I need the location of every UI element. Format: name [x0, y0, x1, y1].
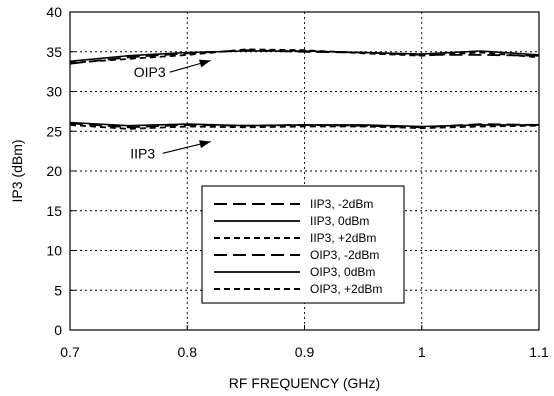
- y-tick-label: 0: [54, 322, 62, 338]
- y-axis-label: IP3 (dBm): [9, 139, 25, 202]
- legend-label-0: IIP3, -2dBm: [310, 197, 373, 211]
- series-line-2: [69, 124, 540, 130]
- series-line-5: [69, 48, 540, 64]
- legend: IIP3, -2dBm IIP3, 0dBm IIP3, +2dBm OIP3, -2…: [201, 185, 405, 304]
- x-tick-label: 0.8: [178, 344, 198, 360]
- x-tick-label: 1.1: [529, 344, 549, 360]
- y-tick-label: 15: [46, 203, 62, 219]
- x-tick-label: 1: [418, 344, 426, 360]
- series-line-1: [69, 121, 539, 128]
- x-axis-label: RF FREQUENCY (GHz): [229, 375, 380, 391]
- y-tick-label: 5: [54, 282, 62, 298]
- annotations: OIP3 IIP3: [130, 59, 211, 161]
- y-tick-label: 25: [46, 123, 62, 139]
- y-tick-label: 20: [46, 163, 62, 179]
- legend-label-3: OIP3, -2dBm: [310, 248, 379, 262]
- y-tick-label: 30: [46, 84, 62, 100]
- legend-label-1: IIP3, 0dBm: [310, 214, 369, 228]
- legend-label-4: OIP3, 0dBm: [310, 265, 375, 279]
- legend-box: [201, 185, 405, 304]
- y-tick-label: 35: [46, 44, 62, 60]
- annotation-arrow-head: [199, 59, 211, 68]
- annotation-label: IIP3: [130, 145, 155, 161]
- y-tick-label: 40: [46, 4, 62, 20]
- y-tick-label: 10: [46, 243, 62, 259]
- tick-labels: 0.7 0.8 0.9 1 1.1 0 5 10 15 20 25 30 35 40: [46, 4, 549, 360]
- annotation-label: OIP3: [134, 64, 166, 80]
- x-tick-label: 0.9: [295, 344, 315, 360]
- x-tick-label: 0.7: [60, 344, 80, 360]
- series-lines: [69, 48, 540, 130]
- legend-label-2: IIP3, +2dBm: [310, 231, 376, 245]
- annotation-arrow-head: [199, 140, 211, 149]
- legend-label-5: OIP3, +2dBm: [310, 282, 382, 296]
